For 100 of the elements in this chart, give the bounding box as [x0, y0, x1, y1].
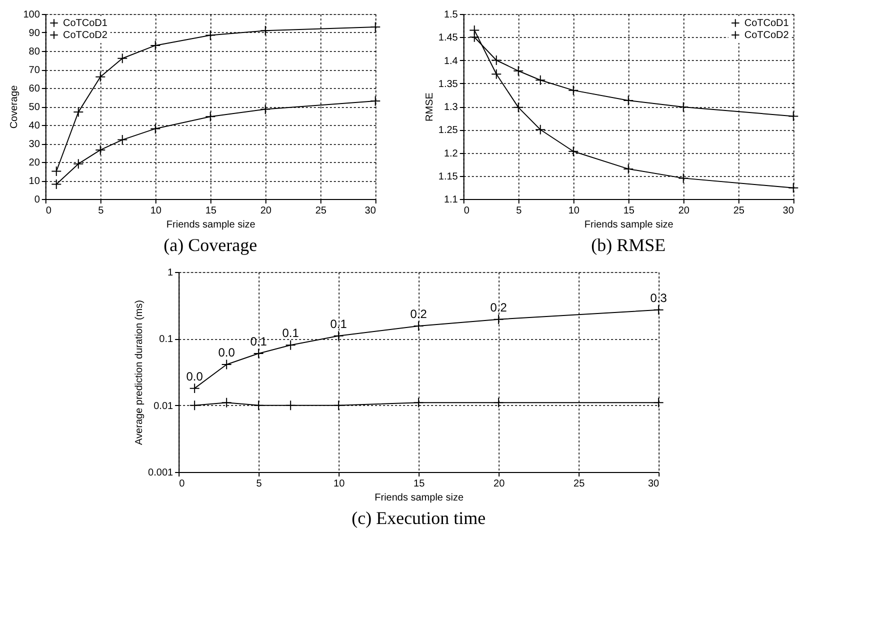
- y-tick-label: 1.25: [438, 125, 458, 136]
- data-label: 0.1: [250, 334, 268, 348]
- point: [95, 72, 106, 82]
- point: [513, 66, 524, 76]
- point: [51, 166, 62, 176]
- point: [221, 359, 232, 370]
- data-label: 0.1: [330, 316, 348, 331]
- point: [491, 68, 502, 80]
- point: [678, 102, 689, 112]
- y-tick-label: 1.45: [438, 32, 458, 44]
- x-tick-label: 30: [782, 206, 794, 216]
- x-tick-label: 20: [260, 206, 272, 216]
- point: [535, 124, 546, 135]
- x-tick-label: 30: [364, 206, 376, 216]
- legend-label: CoTCoD2: [63, 30, 108, 41]
- y-tick-label: 100: [23, 10, 40, 20]
- point: [117, 53, 128, 64]
- y-tick-label: 0.1: [159, 334, 174, 346]
- y-tick-label: 1.35: [438, 78, 458, 90]
- y-tick-label: 30: [28, 139, 40, 150]
- point: [150, 123, 161, 134]
- point: [653, 397, 664, 408]
- y-tick-label: 0: [34, 194, 40, 206]
- x-tick-label: 15: [205, 206, 217, 216]
- y-tick-label: 1.2: [444, 148, 458, 160]
- point: [221, 397, 232, 408]
- y-tick-label: 70: [28, 65, 40, 76]
- y-tick-label: 90: [28, 28, 40, 39]
- y-axis-title: Average prediction duration (ms): [134, 300, 146, 445]
- point: [568, 85, 579, 96]
- x-tick-label: 5: [256, 478, 262, 490]
- point: [285, 340, 296, 350]
- x-tick-label: 5: [98, 206, 104, 216]
- y-tick-label: 60: [28, 84, 40, 94]
- y-axis-title: Coverage: [9, 84, 20, 129]
- y-tick-label: 1: [168, 268, 174, 278]
- x-tick-label: 10: [334, 478, 346, 490]
- point: [51, 178, 62, 190]
- x-tick-label: 15: [623, 206, 635, 216]
- x-tick-label: 30: [648, 478, 660, 490]
- point: [260, 104, 271, 115]
- point: [95, 144, 106, 156]
- y-tick-label: 50: [28, 102, 40, 113]
- data-label: 0.3: [650, 290, 668, 305]
- point: [653, 304, 664, 316]
- point: [568, 146, 579, 157]
- point: [788, 110, 799, 122]
- y-tick-label: 0.01: [154, 400, 174, 412]
- point: [150, 40, 161, 51]
- data-label: 0.2: [410, 306, 428, 321]
- point: [370, 22, 381, 32]
- point: [370, 96, 381, 106]
- x-tick-label: 0: [46, 206, 52, 216]
- point: [535, 74, 546, 86]
- y-tick-label: 80: [28, 46, 40, 58]
- x-tick-label: 25: [733, 206, 745, 216]
- point: [205, 111, 216, 122]
- point: [788, 182, 799, 194]
- y-tick-label: 0.001: [148, 468, 174, 478]
- point: [73, 158, 84, 170]
- point: [493, 314, 504, 325]
- point: [333, 400, 344, 411]
- point: [73, 106, 84, 118]
- x-tick-label: 0: [179, 478, 186, 490]
- point: [189, 400, 200, 411]
- x-tick-label: 5: [516, 206, 522, 216]
- x-tick-label: 20: [494, 478, 506, 490]
- point: [413, 320, 424, 332]
- point: [493, 397, 504, 408]
- x-tick-label: 25: [315, 206, 327, 216]
- x-axis-title: Friends sample size: [584, 220, 674, 230]
- data-label: 0.0: [218, 345, 236, 360]
- point: [491, 55, 502, 66]
- point: [253, 348, 264, 359]
- legend-label: CoTCoD1: [63, 18, 108, 29]
- text: (c) Execution time: [352, 508, 486, 528]
- x-tick-label: 20: [678, 206, 690, 216]
- x-axis-title: Friends sample size: [374, 492, 464, 504]
- point: [189, 383, 200, 394]
- y-tick-label: 1.15: [438, 171, 458, 182]
- y-tick-label: 20: [28, 158, 40, 168]
- y-tick-label: 40: [28, 120, 40, 132]
- point: [513, 102, 524, 113]
- point: [117, 134, 128, 146]
- x-tick-label: 10: [568, 206, 580, 216]
- y-tick-label: 10: [28, 176, 40, 187]
- x-axis-title: Friends sample size: [166, 220, 256, 230]
- point: [205, 30, 216, 41]
- legend-label: CoTCoD2: [744, 30, 790, 41]
- point: [623, 164, 634, 174]
- point: [678, 172, 689, 184]
- data-label: 0.0: [186, 369, 204, 384]
- legend-label: CoTCoD1: [744, 18, 790, 29]
- point: [623, 95, 634, 106]
- text: (b) RMSE: [591, 235, 666, 255]
- data-label: 0.2: [490, 300, 508, 314]
- point: [333, 330, 344, 342]
- data-label: 0.1: [282, 326, 300, 340]
- point: [260, 25, 271, 36]
- point: [413, 397, 424, 408]
